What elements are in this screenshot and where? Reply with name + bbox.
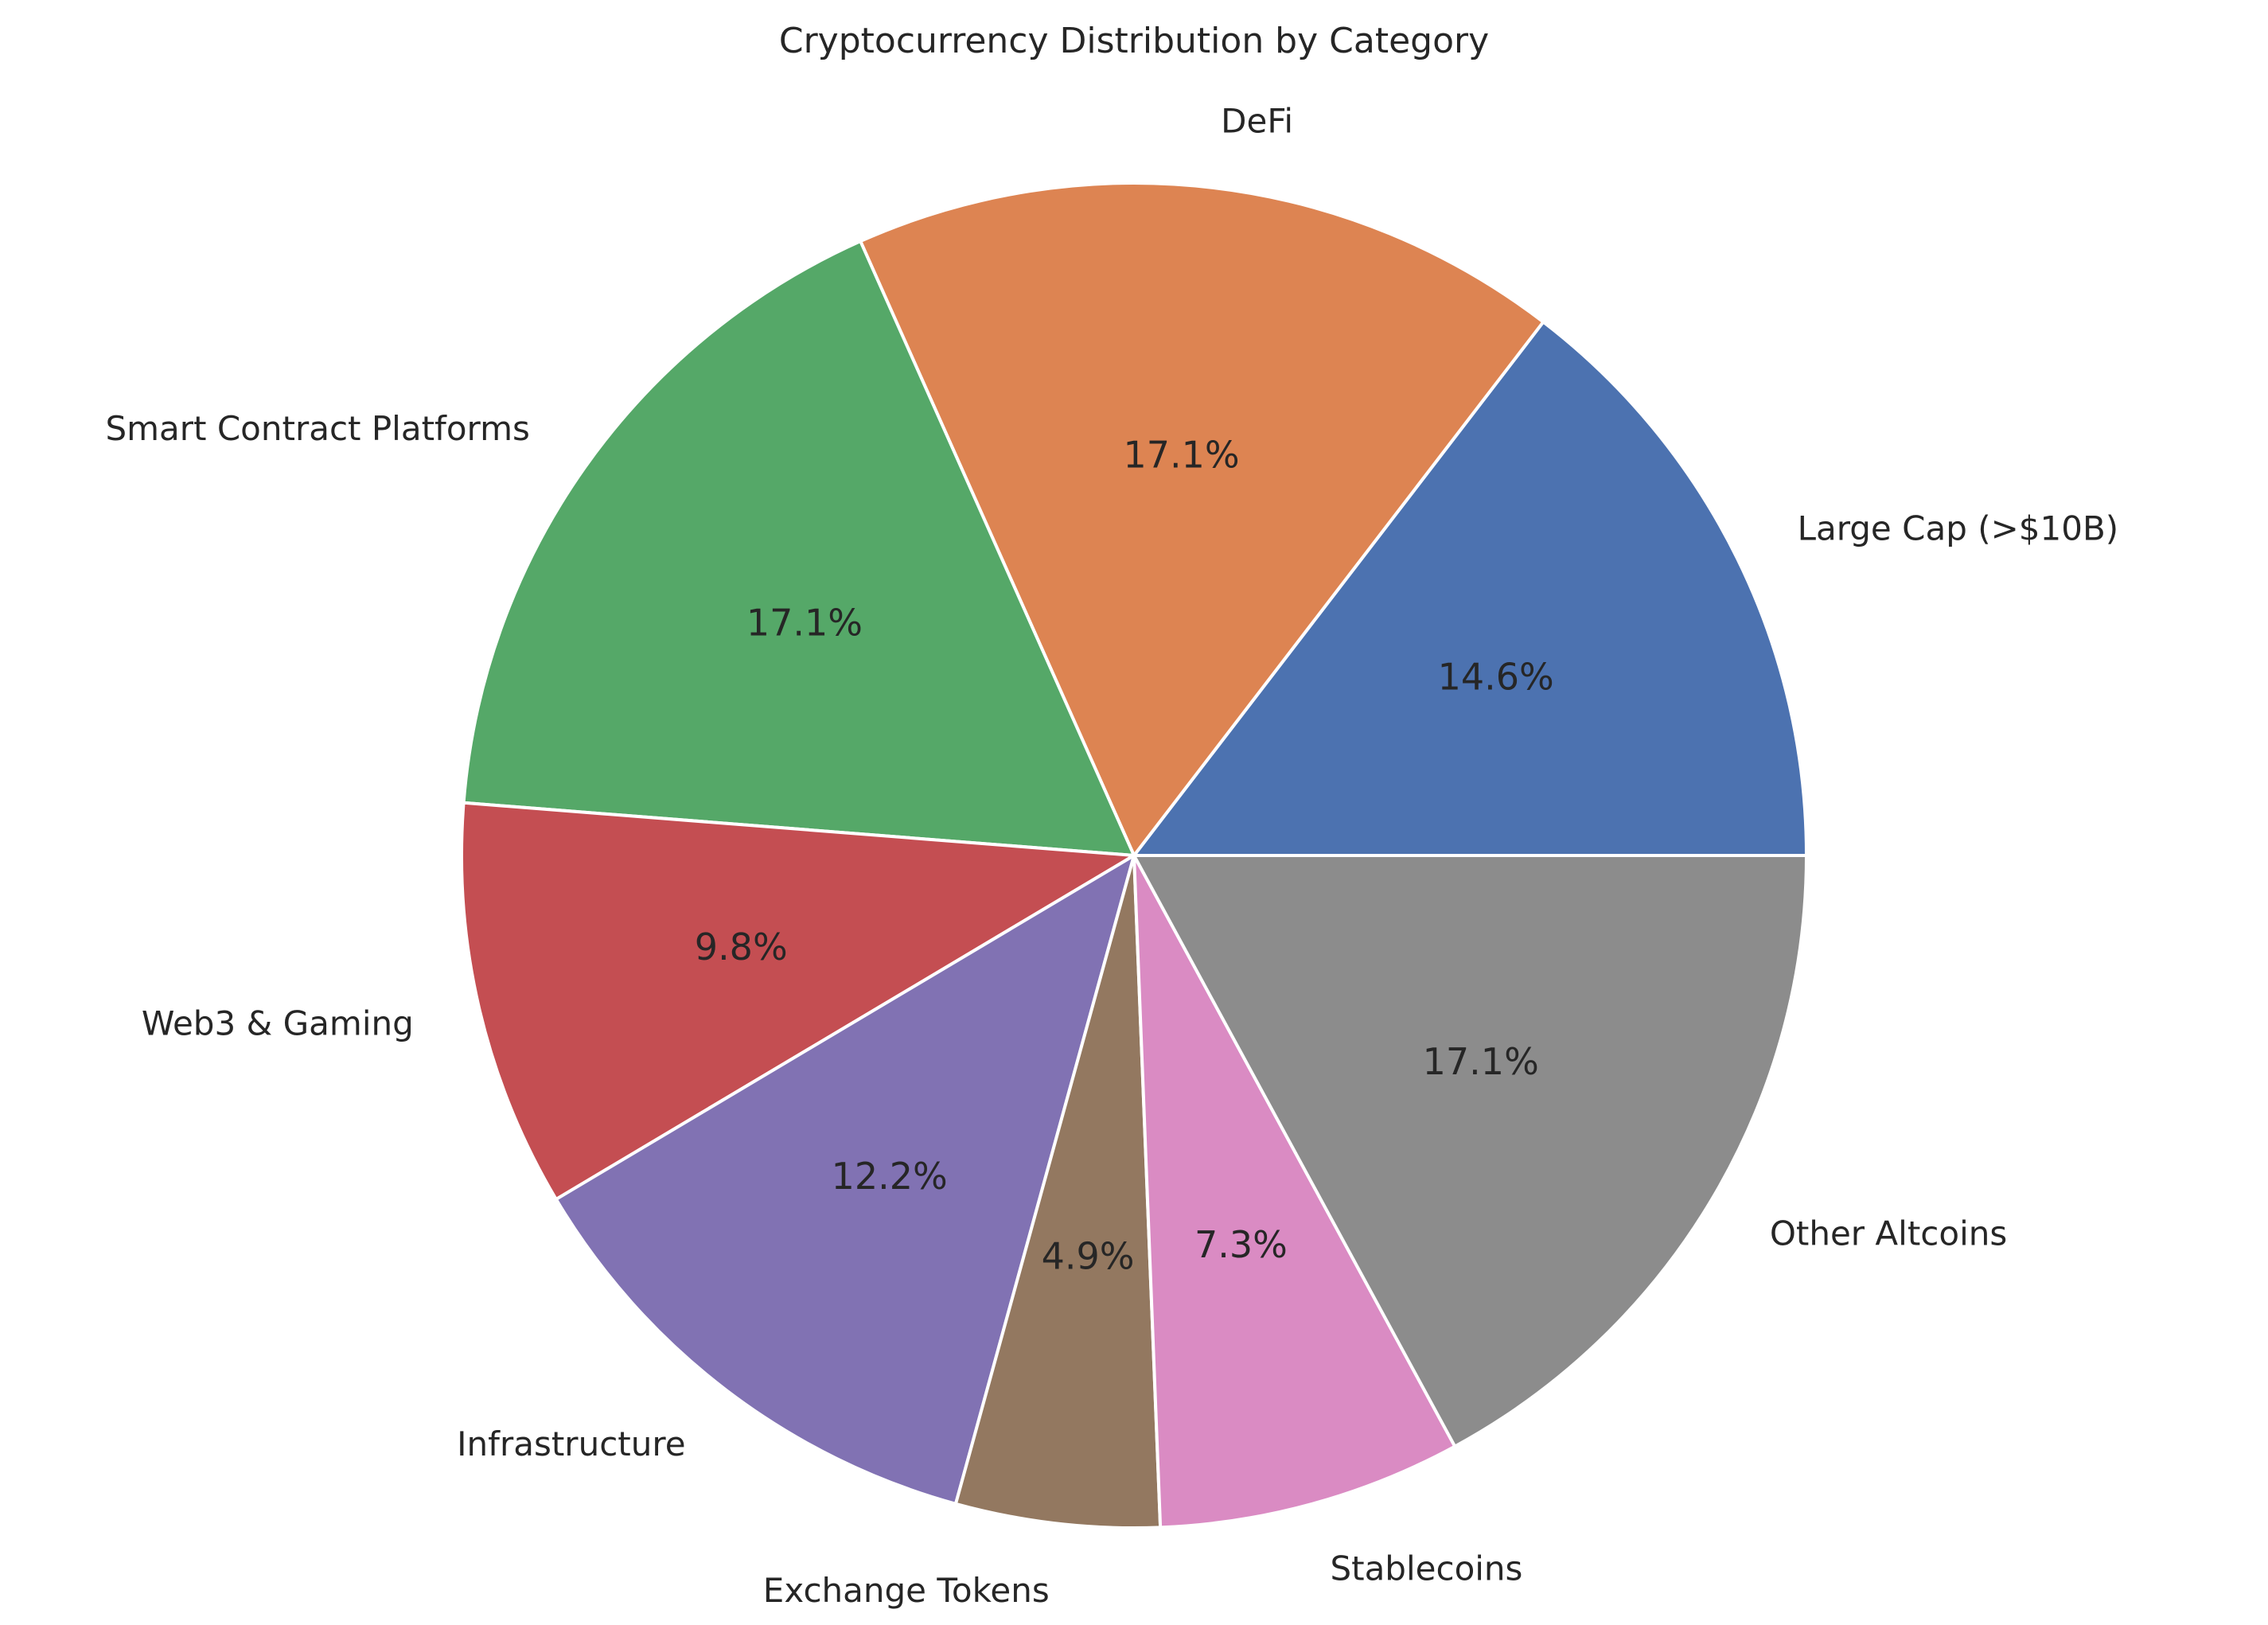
- pie-percent-label-exchange-tokens: 4.9%: [1042, 1235, 1135, 1278]
- chart-title: Cryptocurrency Distribution by Category: [779, 21, 1489, 61]
- pie-category-label-defi: DeFi: [1221, 101, 1293, 140]
- pie-percent-label-defi: 17.1%: [1123, 434, 1239, 477]
- pie-slice-infrastructure: [554, 854, 1136, 1506]
- pie-slice-other-altcoins: [1132, 854, 1808, 1448]
- pie-category-labels: Large Cap (>$10B) DeFi Smart Contract Plat…: [105, 101, 2118, 1609]
- pie-percent-label-stablecoins: 7.3%: [1194, 1223, 1288, 1266]
- pie-category-label-exchange-tokens: Exchange Tokens: [763, 1571, 1050, 1610]
- pie-percent-label-other-altcoins: 17.1%: [1423, 1040, 1539, 1083]
- pie-slice-web3-gaming: [460, 801, 1136, 1202]
- pie-percent-label-smart-contract-platforms: 17.1%: [746, 601, 863, 644]
- pie-category-label-smart-contract-platforms: Smart Contract Platforms: [105, 409, 529, 448]
- pie-slice-stablecoins: [1132, 854, 1457, 1530]
- pie-category-label-web3-gaming: Web3 & Gaming: [142, 1004, 414, 1043]
- pie-category-label-stablecoins: Stablecoins: [1330, 1549, 1522, 1588]
- pie-slice-defi: [859, 181, 1545, 857]
- pie-slice-smart-contract-platforms: [462, 240, 1136, 857]
- pie-percent-label-large-cap-10b: 14.6%: [1438, 656, 1554, 699]
- pie-slices: [460, 181, 1808, 1530]
- pie-slice-exchange-tokens: [953, 854, 1163, 1530]
- pie-percent-labels: 14.6% 17.1% 17.1% 9.8% 12.2% 4.9% 7.3% 17.1%: [695, 434, 1554, 1278]
- pie-percent-label-infrastructure: 12.2%: [832, 1155, 948, 1198]
- pie-category-label-infrastructure: Infrastructure: [457, 1424, 685, 1463]
- pie-slice-large-cap-10b: [1132, 320, 1808, 857]
- pie-category-label-large-cap-10b: Large Cap (>$10B): [1798, 509, 2119, 548]
- pie-percent-label-web3-gaming: 9.8%: [695, 926, 788, 968]
- pie-category-label-other-altcoins: Other Altcoins: [1770, 1214, 2007, 1253]
